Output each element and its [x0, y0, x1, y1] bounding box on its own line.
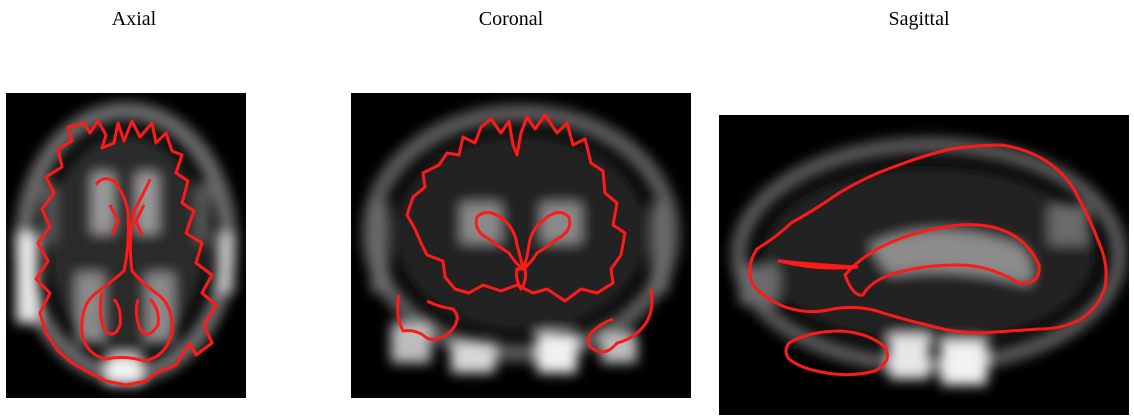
coronal-contour — [396, 113, 654, 354]
coronal-title: Coronal — [478, 8, 544, 30]
axial-contour — [34, 119, 218, 387]
sagittal-brain-intensity — [731, 137, 1127, 385]
coronal-slice-image — [351, 93, 691, 398]
sagittal-contour — [748, 143, 1108, 377]
axial-title: Axial — [111, 8, 157, 30]
sagittal-slice-image — [719, 115, 1129, 415]
axial-slice-image — [6, 93, 246, 398]
sagittal-title: Sagittal — [888, 8, 950, 30]
coronal-brain-intensity — [362, 104, 680, 373]
